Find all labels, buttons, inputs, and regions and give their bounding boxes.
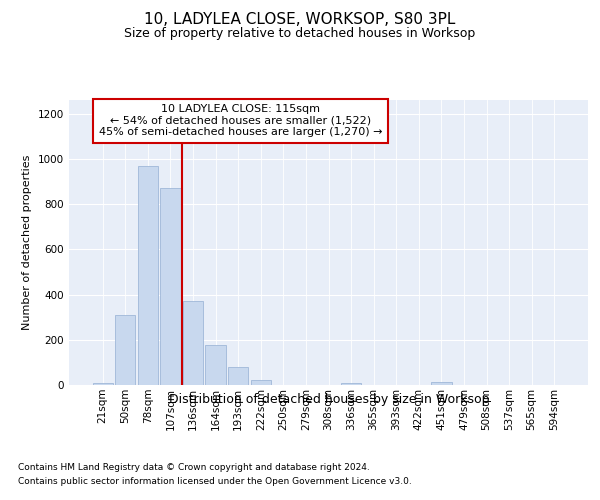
- Text: 10, LADYLEA CLOSE, WORKSOP, S80 3PL: 10, LADYLEA CLOSE, WORKSOP, S80 3PL: [145, 12, 455, 28]
- Bar: [341, 382, 361, 385]
- Bar: [160, 188, 181, 385]
- Bar: [92, 382, 113, 385]
- Bar: [138, 166, 158, 385]
- Bar: [251, 380, 271, 385]
- Bar: [205, 346, 226, 385]
- Bar: [183, 302, 203, 385]
- Y-axis label: Number of detached properties: Number of detached properties: [22, 155, 32, 330]
- Text: Contains public sector information licensed under the Open Government Licence v3: Contains public sector information licen…: [18, 477, 412, 486]
- Bar: [228, 367, 248, 385]
- Bar: [431, 382, 452, 385]
- Bar: [115, 315, 136, 385]
- Text: Size of property relative to detached houses in Worksop: Size of property relative to detached ho…: [124, 28, 476, 40]
- Text: 10 LADYLEA CLOSE: 115sqm
← 54% of detached houses are smaller (1,522)
45% of sem: 10 LADYLEA CLOSE: 115sqm ← 54% of detach…: [98, 104, 382, 138]
- Text: Contains HM Land Registry data © Crown copyright and database right 2024.: Contains HM Land Registry data © Crown c…: [18, 464, 370, 472]
- Text: Distribution of detached houses by size in Worksop: Distribution of detached houses by size …: [169, 392, 489, 406]
